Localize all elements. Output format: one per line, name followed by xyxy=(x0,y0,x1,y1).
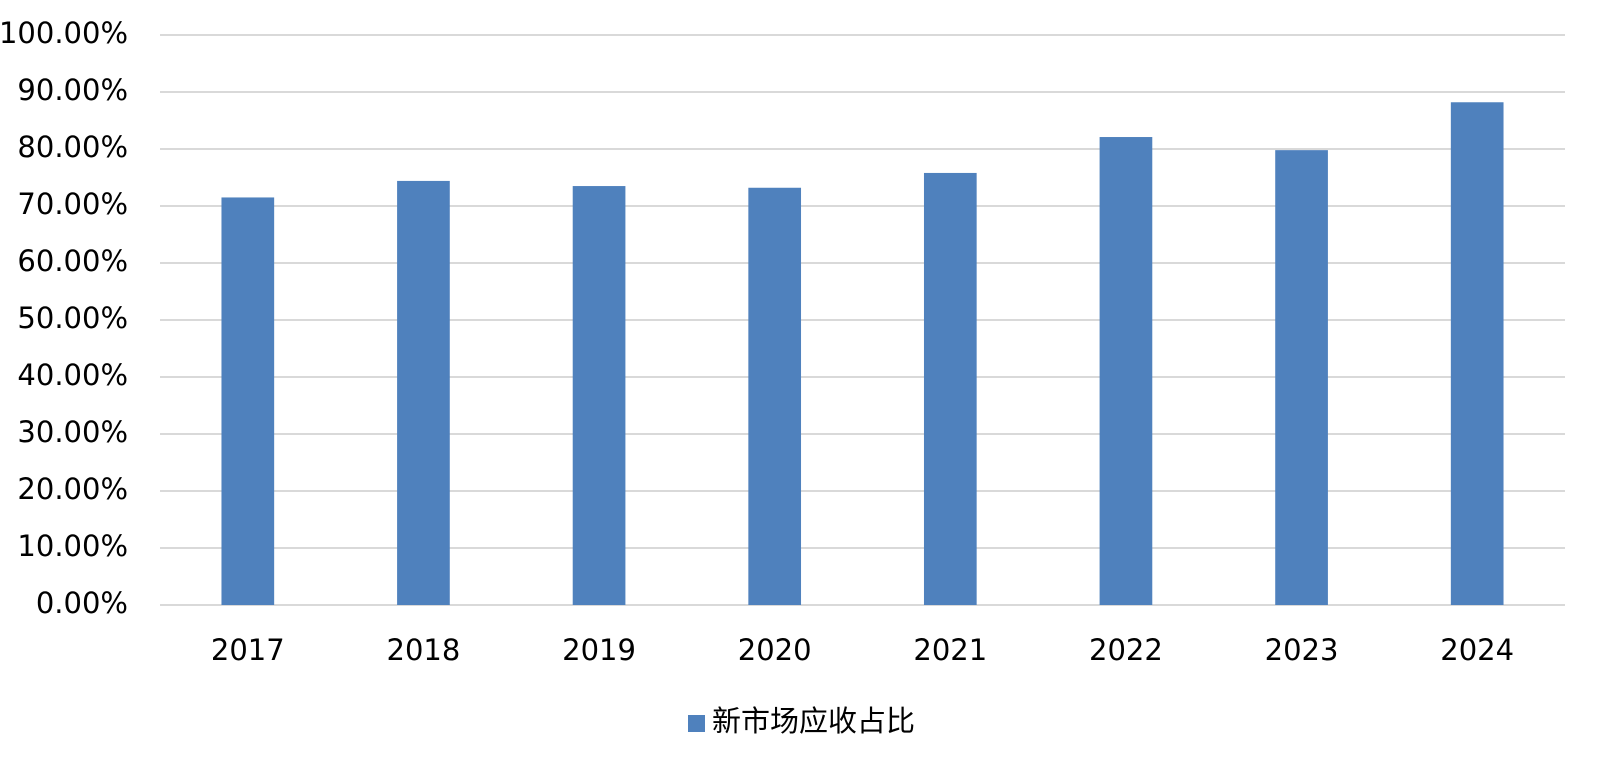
x-tick-label: 2017 xyxy=(211,633,285,667)
y-tick-label: 60.00% xyxy=(17,244,128,278)
x-tick-label: 2024 xyxy=(1440,633,1514,667)
y-tick-label: 40.00% xyxy=(17,358,128,392)
x-tick-label: 2019 xyxy=(562,633,636,667)
bar xyxy=(748,187,802,605)
bar xyxy=(572,186,626,606)
y-tick-label: 0.00% xyxy=(36,586,128,620)
bar xyxy=(221,197,275,605)
y-tick-label: 50.00% xyxy=(17,301,128,335)
y-tick-label: 80.00% xyxy=(17,130,128,164)
x-tick-label: 2021 xyxy=(913,633,987,667)
legend-label: 新市场应收占比 xyxy=(712,704,915,738)
bar xyxy=(1450,102,1504,605)
y-tick-label: 10.00% xyxy=(17,529,128,563)
y-tick-label: 90.00% xyxy=(17,73,128,107)
y-tick-label: 100.00% xyxy=(0,16,128,50)
bar xyxy=(397,180,450,606)
x-tick-label: 2020 xyxy=(738,633,812,667)
bar xyxy=(1099,137,1153,605)
legend-swatch xyxy=(688,715,705,732)
bar xyxy=(923,172,977,605)
bar xyxy=(1275,150,1328,605)
y-tick-label: 70.00% xyxy=(17,187,128,221)
y-tick-label: 20.00% xyxy=(17,472,128,506)
x-tick-label: 2022 xyxy=(1089,633,1163,667)
x-tick-label: 2018 xyxy=(387,633,461,667)
y-tick-label: 30.00% xyxy=(17,415,128,449)
x-tick-label: 2023 xyxy=(1265,633,1339,667)
